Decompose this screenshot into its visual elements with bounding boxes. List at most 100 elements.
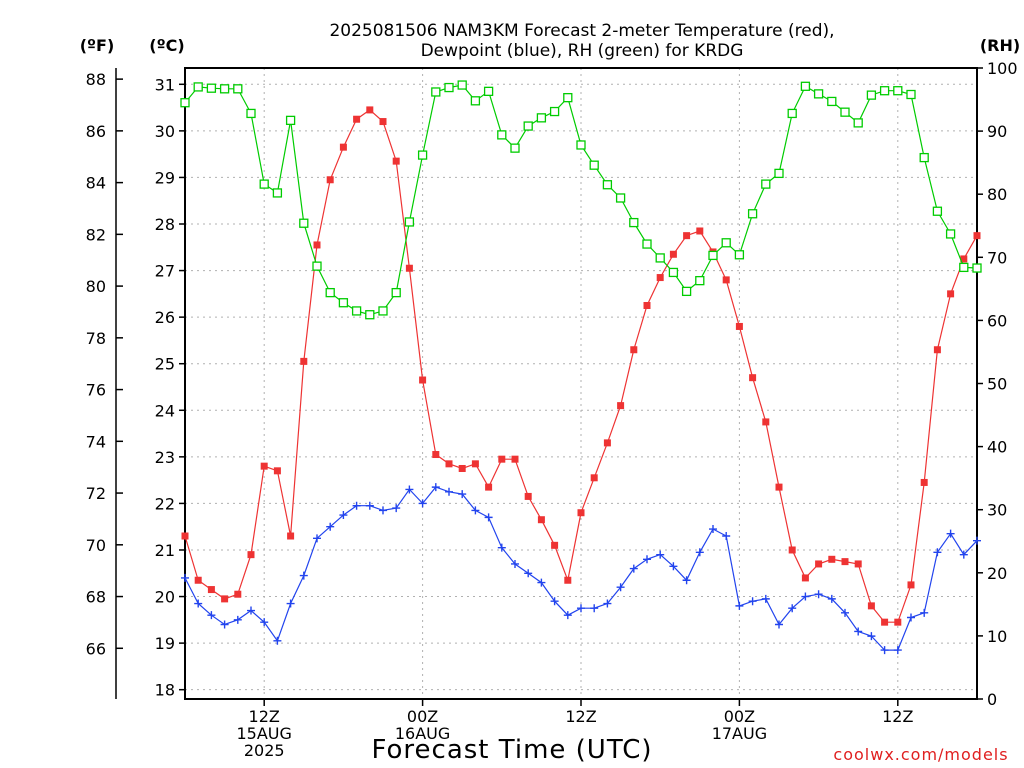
- chart-title-line2: Dewpoint (blue), RH (green) for KRDG: [421, 41, 744, 61]
- temperature-point: [207, 586, 215, 594]
- rh-point: [312, 261, 322, 271]
- dewpoint-point: [920, 608, 929, 617]
- rh-tick-label: 40: [987, 438, 1007, 457]
- rh-point: [576, 140, 586, 150]
- temperature-point: [973, 232, 981, 240]
- dewpoint-point: [260, 618, 269, 627]
- temperature-point: [471, 460, 479, 468]
- dewpoint-point: [748, 597, 757, 606]
- credit-text: coolwx.com/models: [833, 745, 1008, 764]
- temperature-point: [590, 474, 598, 482]
- temperature-point: [947, 290, 955, 298]
- x-tick-label: 2025: [244, 741, 285, 760]
- temperature-point: [815, 560, 823, 568]
- dewpoint-point: [471, 506, 480, 515]
- temperature-point: [551, 541, 559, 549]
- axes: 18 19 20 21 22 23 24 25 26 27 28 29 30 31 66 68 70 72 74 76…: [86, 59, 1018, 709]
- temperature-point: [366, 106, 374, 114]
- x-tick-label: 12Z: [249, 707, 280, 726]
- rh-point: [563, 93, 573, 103]
- dewpoint-point: [286, 599, 295, 608]
- dewpoint-point: [946, 529, 955, 538]
- rh-unit-label: (RH): [980, 36, 1020, 55]
- temperature-point: [828, 555, 836, 563]
- dewpoint-point: [722, 532, 731, 541]
- celsius-tick-label: 27: [155, 262, 175, 281]
- dewpoint-point: [313, 534, 321, 543]
- celsius-tick-label: 18: [155, 681, 175, 700]
- celsius-tick-label: 23: [155, 448, 175, 467]
- celsius-unit-label: (ºC): [149, 36, 184, 55]
- dewpoint-point: [603, 599, 612, 608]
- temperature-point: [194, 576, 202, 584]
- rh-point: [879, 86, 890, 96]
- rh-point: [959, 262, 969, 273]
- rh-point: [391, 287, 401, 298]
- rh-point: [404, 217, 415, 227]
- dewpoint-point: [814, 590, 823, 599]
- x-tick-label: 00Z: [724, 707, 755, 726]
- dewpoint-point: [629, 564, 638, 573]
- dewpoint-point: [484, 513, 493, 522]
- fahrenheit-tick-label: 84: [86, 174, 106, 193]
- dewpoint-point: [511, 559, 519, 568]
- dewpoint-point: [933, 548, 942, 557]
- rh-point: [840, 107, 850, 117]
- rh-point: [761, 179, 771, 189]
- rh-point: [206, 83, 217, 93]
- dewpoint-point: [590, 604, 599, 613]
- rh-point: [708, 250, 718, 261]
- rh-point: [695, 275, 705, 286]
- fahrenheit-unit-label: (ºF): [80, 36, 115, 55]
- rh-point: [972, 263, 982, 273]
- temperature-point: [419, 376, 427, 384]
- rh-point: [866, 90, 877, 100]
- celsius-tick-label: 29: [155, 168, 175, 187]
- dewpoint-point: [827, 594, 836, 603]
- temperature-point: [841, 558, 849, 566]
- rh-point: [180, 98, 190, 108]
- dewpoint-point: [695, 548, 704, 557]
- temperature-point: [735, 322, 743, 330]
- rh-point: [523, 121, 533, 131]
- rh-point: [774, 168, 784, 179]
- rh-point: [259, 179, 269, 189]
- rh-point: [919, 152, 929, 163]
- rh-tick-label: 70: [987, 248, 1007, 267]
- celsius-tick-label: 31: [155, 75, 175, 94]
- fahrenheit-tick-label: 72: [86, 484, 106, 503]
- dewpoint-point: [273, 636, 282, 645]
- rh-tick-label: 30: [987, 501, 1007, 520]
- fahrenheit-tick-label: 86: [86, 122, 106, 141]
- rh-series: [180, 80, 982, 320]
- fahrenheit-tick-label: 68: [86, 588, 106, 607]
- rh-tick-label: 20: [987, 564, 1007, 583]
- temperature-point: [854, 560, 862, 568]
- temperature-point: [722, 276, 730, 284]
- rh-point: [893, 86, 903, 96]
- rh-point: [338, 298, 349, 308]
- rh-point: [431, 87, 441, 97]
- rh-tick-label: 90: [987, 122, 1007, 141]
- temperature-series: [181, 106, 981, 626]
- celsius-tick-label: 30: [155, 122, 175, 141]
- rh-point: [589, 160, 599, 170]
- dewpoint-point: [365, 501, 374, 510]
- rh-point: [681, 286, 692, 297]
- rh-point: [721, 238, 731, 248]
- rh-point: [299, 218, 309, 228]
- temperature-point: [405, 264, 413, 272]
- rh-point: [378, 306, 388, 316]
- rh-point: [549, 106, 560, 117]
- rh-point: [602, 180, 613, 190]
- dewpoint-point: [880, 646, 889, 655]
- dewpoint-point: [563, 611, 572, 620]
- dewpoint-point: [656, 550, 665, 559]
- temperature-point: [683, 232, 691, 240]
- dewpoint-point: [893, 646, 902, 655]
- dewpoint-point: [973, 536, 981, 545]
- fahrenheit-tick-label: 78: [86, 329, 106, 348]
- temperature-point: [630, 346, 638, 354]
